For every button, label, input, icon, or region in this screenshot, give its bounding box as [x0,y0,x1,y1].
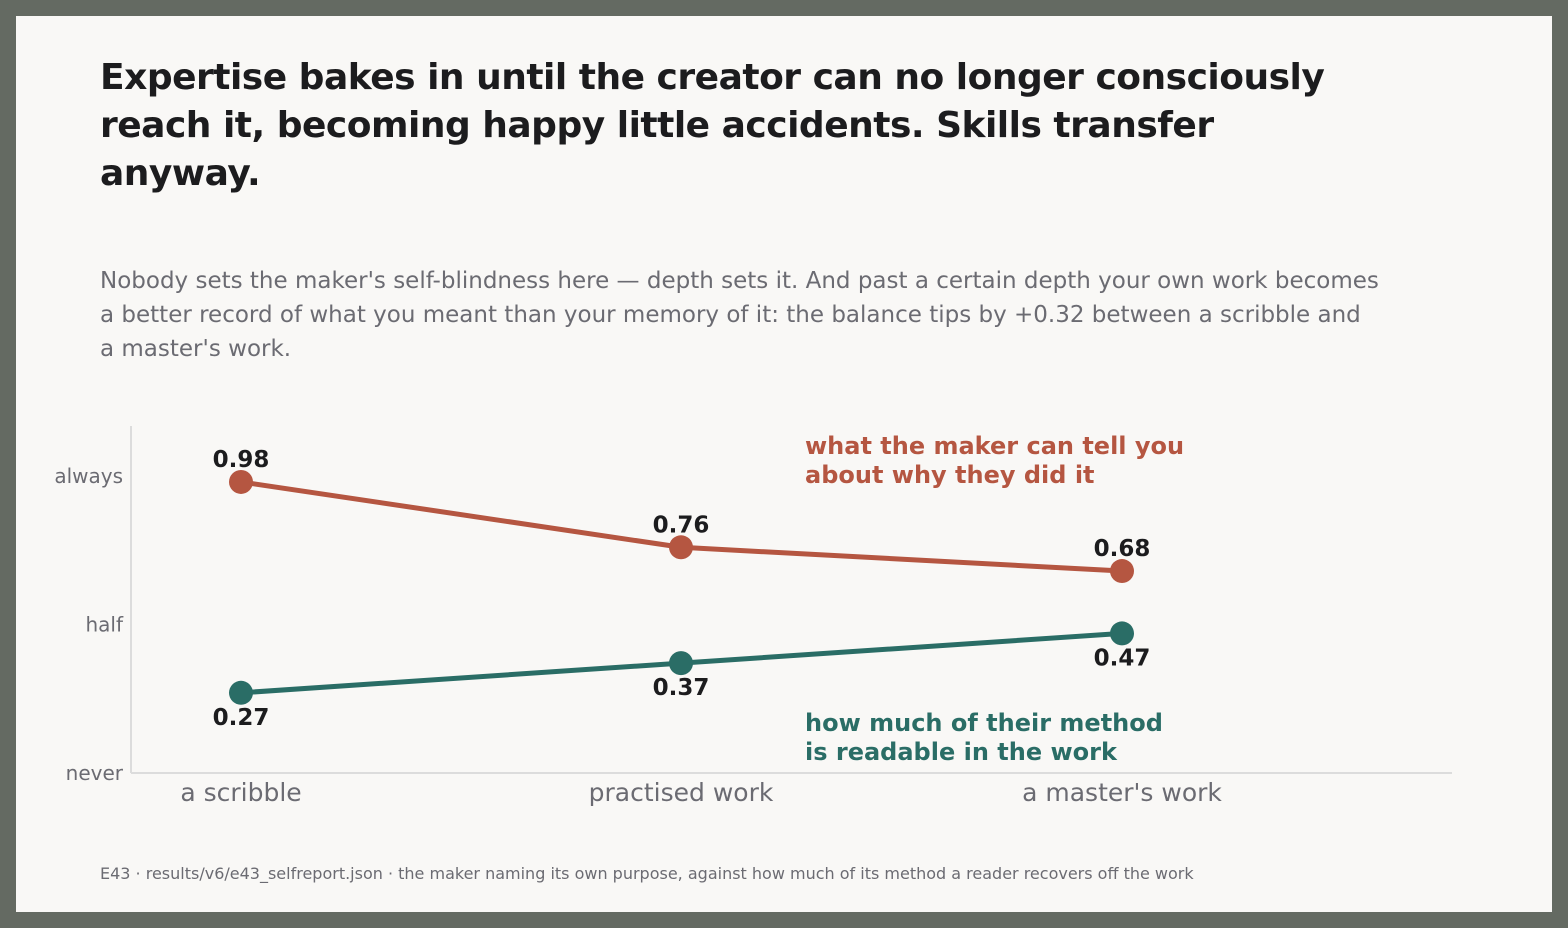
series-name-label: what the maker can tell you [805,432,1184,460]
data-label: 0.68 [1094,536,1151,562]
series-name-label: is readable in the work [805,738,1118,766]
series-name-label: about why they did it [805,461,1095,489]
y-tick-label: always [54,464,123,488]
data-point [1110,559,1134,584]
chart-card: Expertise bakes in until the creator can… [16,16,1552,912]
data-label: 0.37 [653,675,710,701]
data-label: 0.27 [213,705,270,731]
x-tick-labels: a scribble practised work a master's work [180,778,1222,807]
data-point [1110,621,1134,646]
data-point [669,535,693,560]
y-tick-labels: always half never [54,464,124,785]
x-tick-label: a master's work [1022,778,1222,807]
data-point [669,651,693,676]
y-tick-label: half [85,613,123,637]
line-chart: always half never a scribble practised work… [54,426,1452,807]
y-tick-label: never [66,761,124,785]
series-1: 0.98 0.76 0.68 what the maker can tell youa… [213,432,1184,584]
data-point [229,680,253,705]
data-label: 0.76 [653,512,710,538]
chart-footer: E43 · results/v6/e43_selfreport.json · t… [100,864,1194,883]
data-point [229,469,253,494]
series-name-label: how much of their method [805,709,1163,737]
data-label: 0.98 [213,447,270,473]
chart-subtitle: Nobody sets the maker's self-blindness h… [100,268,1379,362]
x-tick-label: practised work [589,778,774,807]
x-tick-label: a scribble [180,778,301,807]
series-layer: 0.98 0.76 0.68 what the maker can tell youa… [213,432,1184,766]
chart-title: Expertise bakes in until the creator can… [100,57,1325,194]
data-label: 0.47 [1094,645,1151,671]
